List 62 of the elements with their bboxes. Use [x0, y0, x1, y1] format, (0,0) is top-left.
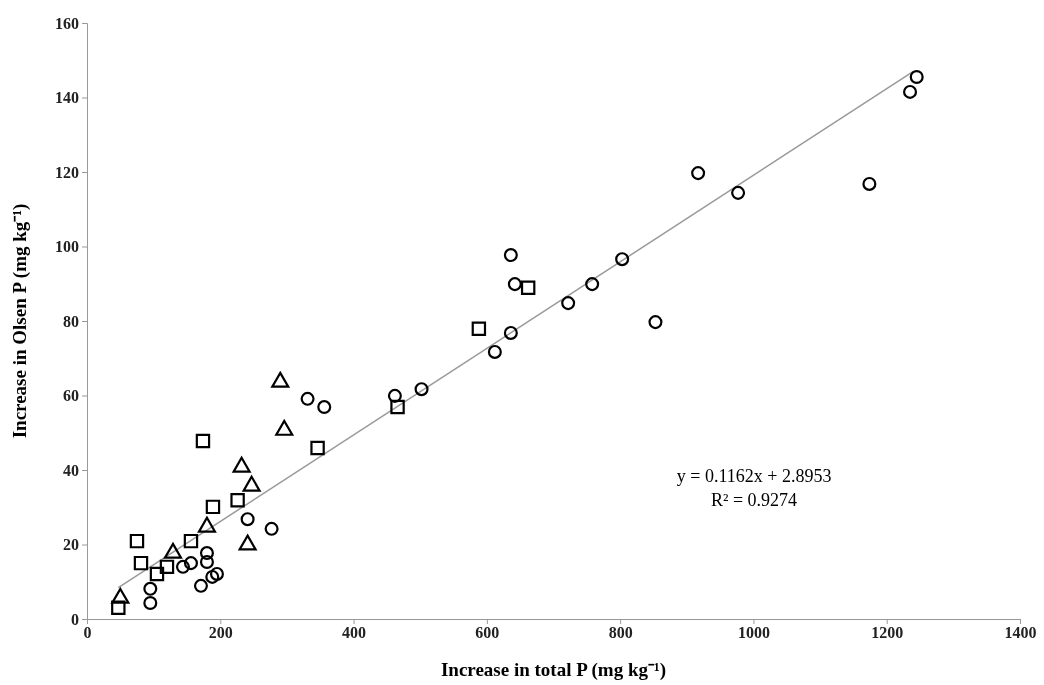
point	[143, 581, 158, 596]
point	[199, 555, 214, 570]
point	[615, 252, 630, 267]
point	[731, 185, 746, 200]
point	[317, 400, 332, 415]
point	[205, 499, 221, 515]
point	[183, 533, 199, 549]
point	[520, 280, 536, 296]
point	[414, 382, 429, 397]
point	[390, 399, 405, 415]
point	[561, 296, 576, 311]
y-tick-label: 80	[63, 312, 79, 330]
point	[149, 566, 165, 582]
x-tick-label: 0	[83, 624, 92, 642]
point	[862, 176, 877, 191]
point	[240, 512, 255, 527]
point	[507, 277, 522, 292]
point	[205, 569, 220, 584]
point	[387, 388, 402, 403]
y-axis-title: Increase in Olsen P (mg kg⁻¹)	[9, 203, 31, 439]
point	[691, 166, 706, 181]
point	[310, 440, 325, 456]
y-tick-label: 100	[55, 238, 79, 256]
point	[300, 391, 315, 406]
point	[143, 595, 158, 610]
y-tick-label: 20	[63, 536, 79, 554]
x-tick-label: 1000	[737, 624, 770, 642]
point	[209, 566, 224, 581]
point	[133, 555, 149, 571]
y-tick-label: 60	[63, 387, 79, 405]
point	[264, 521, 279, 536]
annotation: R² = 0.9274	[711, 490, 798, 510]
x-tick-label: 400	[342, 624, 367, 642]
x-axis-title: Increase in total P (mg kg⁻¹)	[440, 659, 667, 681]
point	[903, 84, 918, 99]
y-tick-label: 120	[55, 163, 79, 181]
y-tick-label: 40	[63, 461, 79, 479]
point	[648, 315, 663, 330]
x-tick-label: 200	[208, 624, 233, 642]
y-tick-label: 160	[55, 14, 79, 32]
point	[183, 556, 198, 571]
x-tick-label: 800	[608, 624, 633, 642]
point	[487, 344, 502, 359]
x-tick-label: 1200	[871, 624, 904, 642]
y-tick-label: 0	[71, 610, 79, 628]
point	[175, 559, 190, 574]
point	[111, 600, 126, 616]
point	[503, 325, 518, 340]
point	[193, 578, 208, 593]
y-tick-label: 140	[55, 89, 79, 107]
point	[129, 533, 145, 549]
point	[199, 546, 214, 561]
annotation: y = 0.1162x + 2.8953	[676, 466, 832, 486]
point	[230, 492, 245, 508]
point	[585, 277, 600, 292]
point	[503, 248, 518, 263]
x-tick-label: 1400	[1004, 624, 1037, 642]
x-tick-label: 600	[475, 624, 500, 642]
point	[471, 321, 487, 337]
point	[909, 70, 924, 85]
point	[159, 559, 175, 575]
point	[195, 433, 211, 449]
